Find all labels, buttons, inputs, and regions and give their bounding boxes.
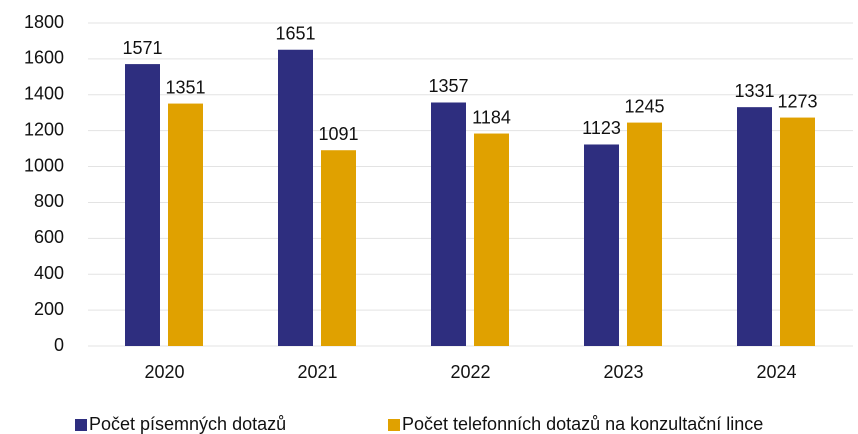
y-tick-label: 0 [54,335,64,355]
legend-label: Počet písemných dotazů [89,414,286,434]
data-label: 1351 [165,77,205,97]
x-tick-label: 2020 [144,362,184,382]
x-tick-label: 2024 [756,362,796,382]
bar [627,122,662,346]
data-label: 1091 [318,124,358,144]
y-tick-label: 600 [34,227,64,247]
data-label: 1273 [777,91,817,111]
legend-swatch [388,419,400,431]
bar [321,150,356,346]
bar [125,64,160,347]
bar [474,133,509,346]
bar [278,49,313,347]
y-tick-label: 800 [34,191,64,211]
data-label: 1184 [472,107,511,127]
y-tick-label: 1800 [24,12,64,32]
bar [780,117,815,346]
y-tick-label: 1600 [24,48,64,68]
data-label: 1245 [624,96,664,116]
data-label: 1571 [122,38,162,58]
bar [737,107,772,346]
bar [584,144,619,346]
legend-label: Počet telefonních dotazů na konzultační … [402,414,763,434]
data-label: 1123 [582,118,621,138]
y-tick-label: 200 [34,299,64,319]
data-label: 1331 [734,81,774,101]
y-tick-label: 1400 [24,84,64,104]
data-label: 1651 [275,23,315,43]
data-label: 1357 [428,76,468,96]
legend-swatch [75,419,87,431]
x-tick-label: 2022 [450,362,490,382]
y-tick-label: 400 [34,263,64,283]
y-tick-label: 1000 [24,155,64,175]
x-tick-label: 2023 [603,362,643,382]
y-tick-label: 1200 [24,119,64,139]
bar [431,102,466,346]
bar [168,103,203,346]
x-tick-label: 2021 [297,362,337,382]
